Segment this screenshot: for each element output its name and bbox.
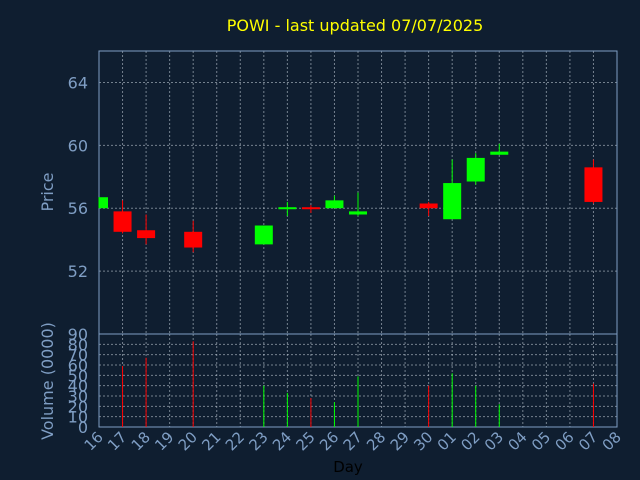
x-tick-label: 03 [481, 428, 507, 454]
x-tick-label: 17 [104, 428, 130, 454]
candle [184, 220, 203, 253]
x-tick-label: 21 [198, 428, 224, 454]
x-tick-label: 30 [410, 428, 436, 454]
x-tick-label: 02 [457, 428, 483, 454]
x-tick-label: 06 [552, 428, 578, 454]
volume-tick-label: 30 [68, 387, 88, 406]
candle-body [325, 200, 344, 209]
candle-body [278, 207, 297, 210]
volume-axis-label: Volume (0000) [38, 322, 57, 440]
x-tick-label: 22 [222, 428, 248, 454]
candle-body [254, 225, 273, 245]
x-axis-label: Day [333, 458, 363, 476]
x-tick-label: 27 [340, 428, 366, 454]
price-tick-label: 60 [68, 136, 88, 155]
price-tick-label: 64 [68, 73, 88, 92]
candle-body [99, 197, 108, 209]
candle [278, 201, 297, 217]
x-tick-label: 04 [504, 428, 530, 454]
candle [443, 159, 462, 220]
candle-body [137, 230, 156, 239]
price-tick-label: 52 [68, 262, 88, 281]
candle [254, 225, 273, 245]
candle-body [490, 151, 509, 155]
volume-tick-label: 60 [68, 356, 88, 375]
candle-body [419, 203, 438, 209]
x-tick-label: 20 [175, 428, 201, 454]
price-ticks: 52 56 60 64 [68, 73, 88, 281]
volume-tick-label: 20 [68, 397, 88, 416]
volume-tick-label: 70 [68, 346, 88, 365]
candle [98, 197, 108, 209]
candles [98, 143, 603, 253]
candle-body [184, 231, 203, 248]
x-tick-label: 18 [128, 428, 154, 454]
x-tick-label: 26 [316, 428, 342, 454]
price-axis-label: Price [38, 172, 57, 211]
chart-title: POWI - last updated 07/07/2025 [227, 16, 484, 35]
volume-tick-label: 10 [68, 408, 88, 427]
volume-tick-label: 50 [68, 366, 88, 385]
x-tick-label: 19 [151, 428, 177, 454]
candle [349, 192, 367, 217]
candle-body [443, 183, 462, 220]
candle [466, 153, 485, 185]
volume-bars [122, 341, 594, 427]
volume-tick-label: 40 [68, 377, 88, 396]
volume-tick-label: 0 [78, 418, 88, 437]
volume-tick-label: 90 [68, 325, 88, 344]
x-tick-label: 25 [293, 428, 319, 454]
candle [137, 214, 156, 245]
candle [325, 195, 344, 209]
price-tick-label: 56 [68, 199, 88, 218]
candle [301, 205, 320, 213]
x-tick-label: 01 [434, 428, 460, 454]
candle [113, 200, 132, 234]
candle-body [301, 207, 320, 210]
x-tick-label: 08 [599, 428, 625, 454]
x-tick-label: 28 [363, 428, 389, 454]
x-tick-label: 29 [387, 428, 413, 454]
candle-body [584, 167, 603, 202]
x-tick-label: 23 [245, 428, 271, 454]
candle-body [113, 211, 132, 232]
volume-tick-label: 80 [68, 335, 88, 354]
candle [490, 143, 509, 155]
candle [584, 159, 603, 204]
x-tick-label: 24 [269, 428, 295, 454]
x-tick-label: 07 [575, 428, 601, 454]
x-ticks: 1617181920212223242526272829300102030405… [81, 428, 625, 454]
candle-body [466, 157, 485, 182]
candle-body [349, 211, 367, 215]
candle [419, 201, 438, 217]
x-tick-label: 05 [528, 428, 554, 454]
